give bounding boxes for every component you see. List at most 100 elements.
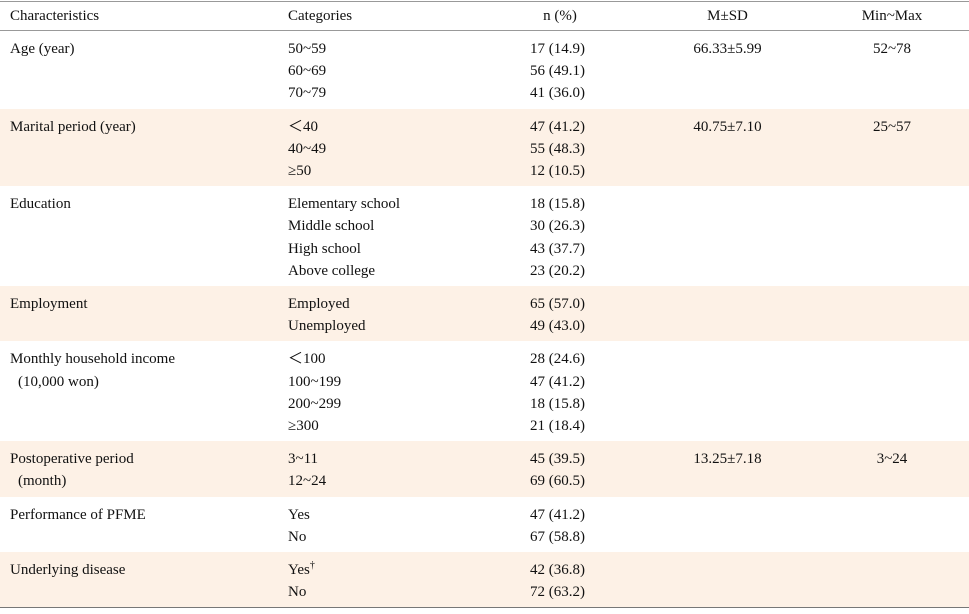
category-line: ≥50	[288, 160, 480, 182]
category-line: Elementary school	[288, 193, 480, 215]
characteristic-cell: Marital period (year)	[0, 108, 278, 187]
category-line: Yes†	[288, 559, 480, 581]
category-line: No	[288, 526, 480, 548]
header-cell: Categories	[278, 1, 480, 31]
category-cell: Employed Unemployed	[278, 286, 480, 342]
msd-cell	[640, 286, 815, 342]
category-text: Yes	[288, 506, 310, 523]
n-cell: 47 (41.2) 67 (58.8)	[480, 497, 640, 552]
category-text: 200~299	[288, 395, 342, 412]
category-line: Yes	[288, 504, 480, 526]
n-text: 21 (18.4)	[530, 418, 585, 435]
category-text: 12~24	[288, 473, 327, 490]
characteristic-text: Marital period (year)	[10, 118, 136, 135]
range-cell	[815, 552, 969, 608]
n-text: 12 (10.5)	[530, 163, 585, 180]
characteristic-text: Underlying disease	[10, 562, 126, 579]
n-cell: 18 (15.8) 30 (26.3) 43 (37.7) 23 (20.2)	[480, 186, 640, 286]
n-text: 49 (43.0)	[530, 318, 585, 335]
category-cell: ＜100 100~199 200~299 ≥300	[278, 341, 480, 441]
category-text: No	[288, 584, 307, 601]
range-cell	[815, 286, 969, 342]
category-line: Unemployed	[288, 315, 480, 337]
table-row: Postoperative period (month) 3~11 12~24 45 (…	[0, 441, 969, 497]
range-cell	[815, 497, 969, 552]
footnote-mark: †	[309, 560, 315, 572]
n-cell: 47 (41.2) 55 (48.3) 12 (10.5)	[480, 108, 640, 187]
msd-cell: 40.75±7.10	[640, 108, 815, 187]
characteristic-cell: Employment	[0, 286, 278, 342]
n-text: 65 (57.0)	[530, 296, 585, 313]
characteristic-cell: Underlying disease	[0, 552, 278, 608]
category-line: High school	[288, 238, 480, 260]
characteristic-cell: Monthly household income (10,000 won)	[0, 341, 278, 441]
msd-cell	[640, 186, 815, 286]
table-row: Employment Employed Unemployed 65 (57.0) 49 …	[0, 286, 969, 342]
n-cell: 17 (14.9) 56 (49.1) 41 (36.0)	[480, 31, 640, 109]
category-text: Employed	[288, 296, 350, 313]
msd-cell	[640, 497, 815, 552]
category-line: 60~69	[288, 60, 480, 82]
n-text: 42 (36.8)	[530, 562, 585, 579]
characteristic-cell: Postoperative period (month)	[0, 441, 278, 497]
characteristic-text: Performance of PFME	[10, 506, 146, 523]
msd-cell	[640, 552, 815, 608]
n-cell: 65 (57.0) 49 (43.0)	[480, 286, 640, 342]
category-text: ＜100	[288, 351, 326, 368]
category-cell: ＜40 40~49 ≥50	[278, 108, 480, 187]
category-cell: 50~59 60~69 70~79	[278, 31, 480, 109]
table-row: Education Elementary school Middle school H…	[0, 186, 969, 286]
characteristic-cell: Age (year)	[0, 31, 278, 109]
n-cell: 42 (36.8) 72 (63.2)	[480, 552, 640, 608]
n-text: 47 (41.2)	[530, 506, 585, 523]
msd-cell: 66.33±5.99	[693, 41, 762, 57]
category-line: ＜100	[288, 348, 480, 370]
range-cell: 25~57	[815, 108, 969, 187]
range-cell	[815, 186, 969, 286]
category-text: Middle school	[288, 218, 375, 235]
category-line: No	[288, 581, 480, 603]
characteristic-cell: Performance of PFME	[0, 497, 278, 552]
category-text: Unemployed	[288, 318, 366, 335]
n-text: 17 (14.9)	[530, 41, 585, 57]
category-text: No	[288, 528, 307, 545]
category-cell: Elementary school Middle school High schoo…	[278, 186, 480, 286]
category-line: 70~79	[288, 82, 480, 104]
category-text: ≥300	[288, 418, 319, 435]
category-line: 3~11	[288, 448, 480, 470]
n-text: 43 (37.7)	[530, 240, 585, 257]
table-row: Performance of PFME Yes No 47 (41.2) 67 (58.…	[0, 497, 969, 552]
table-row: Monthly household income (10,000 won) ＜100…	[0, 341, 969, 441]
category-text: 60~69	[288, 63, 327, 80]
category-cell: 3~11 12~24	[278, 441, 480, 497]
n-text: 47 (41.2)	[530, 118, 585, 135]
n-text: 18 (15.8)	[530, 395, 585, 412]
n-text: 69 (60.5)	[530, 473, 585, 490]
range-cell: 52~78	[872, 41, 912, 57]
category-text: 40~49	[288, 140, 327, 157]
range-cell: 3~24	[815, 441, 969, 497]
n-text: 23 (20.2)	[530, 262, 585, 279]
header-row: Characteristics Categories n (%) M±SD Min~Ma…	[0, 1, 969, 31]
header-cell: M±SD	[640, 1, 815, 31]
characteristic-cell: Education	[0, 186, 278, 286]
characteristic-text: Education	[10, 196, 71, 213]
category-line: 40~49	[288, 138, 480, 160]
header-cell: n (%)	[480, 1, 640, 31]
category-line: ≥300	[288, 415, 480, 437]
n-text: 28 (24.6)	[530, 351, 585, 368]
n-text: 18 (15.8)	[530, 196, 585, 213]
category-text: High school	[288, 240, 361, 257]
table-body: Age (year) 50~59 60~69 70~79 17 (14.9) 56 (49…	[0, 31, 969, 608]
category-text: ＜40	[288, 118, 319, 135]
table-row: Marital period (year) ＜40 40~49 ≥50 47 (41.2…	[0, 108, 969, 187]
range-cell	[815, 341, 969, 441]
category-text: ≥50	[288, 163, 312, 180]
characteristic-text: Monthly household income	[10, 351, 175, 368]
n-cell: 28 (24.6) 47 (41.2) 18 (15.8) 21 (18.4)	[480, 341, 640, 441]
category-cell: Yes† No	[278, 552, 480, 608]
category-line: Above college	[288, 260, 480, 282]
msd-cell	[640, 341, 815, 441]
header-cell: Characteristics	[0, 1, 278, 31]
